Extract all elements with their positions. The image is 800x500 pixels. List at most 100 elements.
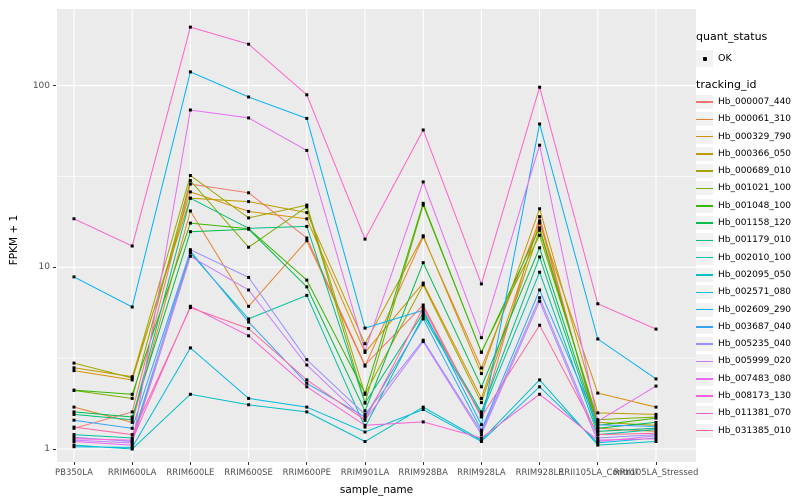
legend-line-swatch	[696, 308, 713, 311]
legend-item-Hb_000366_050: Hb_000366_050	[696, 146, 800, 161]
data-point	[538, 270, 542, 274]
data-point	[247, 200, 251, 204]
data-point	[72, 443, 76, 447]
x-tick-label-RRIM928LA: RRIM928LA	[457, 468, 506, 478]
data-point	[130, 443, 134, 447]
data-point	[479, 410, 483, 414]
data-point	[479, 366, 483, 370]
x-tick-label-RRII105LA_Stressed: RRII105LA_Stressed	[613, 468, 699, 478]
data-point	[421, 314, 425, 318]
data-point	[596, 429, 600, 433]
legend-item-Hb_031385_010: Hb_031385_010	[696, 423, 800, 438]
legend-key-box	[696, 50, 713, 67]
x-tick-label-PB350LA: PB350LA	[55, 468, 93, 478]
data-point	[188, 108, 192, 112]
data-point	[479, 433, 483, 437]
legend-item-label: Hb_002095_050	[718, 269, 792, 280]
x-tickmark	[189, 462, 191, 465]
legend-item-Hb_002095_050: Hb_002095_050	[696, 267, 800, 282]
legend-item-Hb_005235_040: Hb_005235_040	[696, 337, 800, 352]
x-tickmark	[73, 462, 75, 465]
y-tickmark	[53, 266, 56, 268]
data-point	[654, 420, 658, 424]
data-point	[247, 95, 251, 99]
data-point	[479, 412, 483, 416]
data-point	[538, 323, 542, 327]
data-point	[596, 436, 600, 440]
data-point	[305, 385, 309, 389]
data-point	[596, 302, 600, 306]
data-point	[72, 361, 76, 365]
legend-key-box	[696, 354, 713, 369]
data-point	[130, 415, 134, 419]
data-point	[538, 215, 542, 219]
legend-item-label: Hb_001158_120	[718, 218, 792, 229]
data-point	[479, 396, 483, 400]
data-point	[247, 216, 251, 220]
data-point	[421, 261, 425, 265]
data-point	[479, 415, 483, 419]
data-point	[247, 334, 251, 338]
data-point	[654, 377, 658, 381]
data-point	[421, 311, 425, 315]
data-point	[305, 293, 309, 297]
data-point	[130, 445, 134, 449]
legend-item-label: Hb_000329_790	[718, 131, 792, 142]
data-point	[538, 392, 542, 396]
x-tick-label-RRIM600PE: RRIM600PE	[282, 468, 331, 478]
data-point	[72, 412, 76, 416]
data-point	[363, 349, 367, 353]
data-point	[188, 248, 192, 252]
legend-line-swatch	[696, 222, 713, 224]
data-point	[479, 401, 483, 405]
legend-item-label: Hb_008173_130	[718, 391, 792, 402]
legend-key-box	[696, 250, 713, 265]
data-point	[305, 378, 309, 382]
data-point	[596, 443, 600, 447]
legend-line-swatch	[696, 412, 713, 415]
data-point	[479, 428, 483, 432]
legend: quant_status OK tracking_id Hb_000007_44…	[696, 30, 800, 441]
data-point	[538, 221, 542, 225]
data-point	[188, 196, 192, 200]
x-tick-label-RRIM600LA: RRIM600LA	[107, 468, 157, 478]
data-point	[247, 245, 251, 249]
data-point	[654, 440, 658, 443]
data-point	[130, 396, 134, 400]
data-point	[130, 392, 134, 396]
legend-line-swatch	[696, 343, 713, 345]
data-point	[421, 201, 425, 205]
data-point	[363, 425, 367, 429]
x-tickmark	[422, 462, 424, 465]
legend-line-swatch	[696, 326, 713, 328]
data-point	[479, 350, 483, 354]
data-point	[305, 278, 309, 282]
legend-key-box	[696, 198, 713, 213]
y-tick-label: 1	[44, 444, 50, 454]
legend-item-label: Hb_007483_080	[718, 373, 792, 384]
data-point	[305, 205, 309, 209]
data-point	[188, 346, 192, 350]
legend-line-swatch	[696, 187, 713, 190]
data-point	[363, 423, 367, 427]
legend-item-Hb_011381_070: Hb_011381_070	[696, 406, 800, 421]
data-point	[188, 221, 192, 225]
legend-key-box	[696, 95, 713, 109]
legend-key-box	[696, 233, 713, 248]
data-point	[596, 423, 600, 427]
legend-line-swatch	[696, 360, 713, 363]
data-point	[72, 410, 76, 414]
data-point	[421, 128, 425, 132]
x-tickmark	[248, 462, 250, 465]
data-point	[479, 372, 483, 376]
data-point	[72, 425, 76, 429]
data-point	[72, 366, 76, 370]
data-point	[130, 376, 134, 380]
data-point	[247, 317, 251, 321]
legend-item-label: Hb_031385_010	[718, 425, 792, 436]
data-point	[596, 411, 600, 415]
data-point	[305, 203, 309, 207]
x-tickmark	[306, 462, 308, 465]
data-point	[421, 203, 425, 207]
data-point	[421, 283, 425, 287]
